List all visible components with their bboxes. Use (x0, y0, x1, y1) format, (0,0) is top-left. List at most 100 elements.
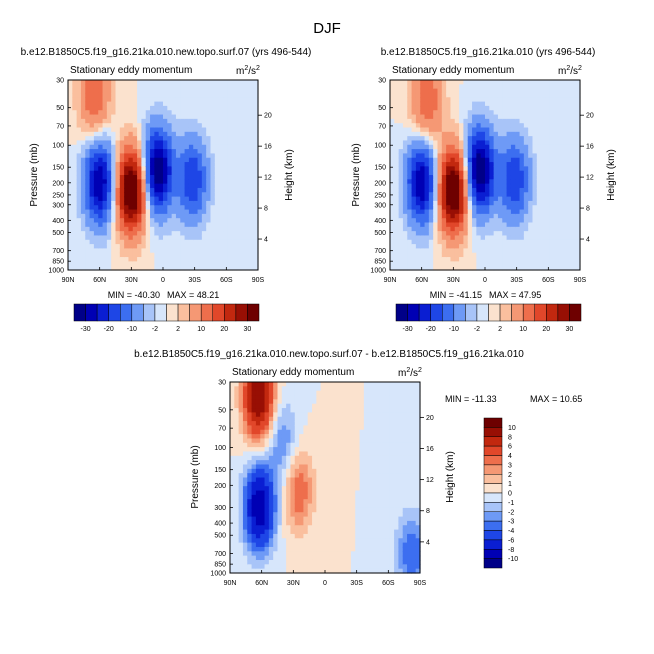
field-cell (536, 205, 542, 211)
field-cell (489, 187, 495, 193)
field-cell (111, 170, 117, 176)
field-cell (450, 105, 456, 111)
field-cell (227, 153, 233, 159)
field-cell (171, 205, 177, 211)
field-cell (111, 183, 117, 189)
field-cell (433, 114, 439, 120)
field-cell (253, 162, 259, 167)
field-cell (480, 92, 486, 98)
field-cell (506, 136, 512, 142)
field-cell (273, 438, 279, 444)
field-cell (214, 127, 220, 133)
field-cell (184, 114, 190, 120)
field-cell (268, 494, 274, 500)
field-cell (467, 105, 473, 111)
field-cell (98, 88, 104, 94)
field-cell (106, 149, 112, 155)
field-cell (536, 80, 542, 85)
field-cell (454, 140, 460, 146)
field-cell (459, 84, 465, 90)
field-cell (459, 149, 465, 155)
field-cell (273, 551, 279, 557)
field-cell (575, 261, 581, 267)
field-cell (193, 192, 199, 198)
field-cell (467, 101, 473, 107)
field-cell (188, 265, 194, 271)
field-cell (433, 153, 439, 159)
field-cell (286, 447, 292, 453)
field-cell (398, 200, 404, 206)
pressure-tick-label: 70 (378, 123, 386, 130)
field-cell (312, 507, 317, 513)
field-cell (210, 97, 216, 103)
field-cell (158, 235, 164, 241)
field-cell (394, 84, 400, 90)
field-cell (277, 473, 283, 479)
field-cell (234, 447, 240, 453)
field-cell (253, 183, 259, 189)
field-cell (93, 157, 99, 163)
field-cell (150, 136, 155, 142)
field-cell (206, 105, 212, 111)
field-cell (316, 486, 322, 492)
field-cell (398, 114, 404, 120)
field-cell (238, 425, 244, 431)
field-cell (415, 222, 421, 228)
field-cell (137, 196, 143, 202)
field-cell (85, 170, 91, 176)
field-cell (197, 92, 203, 98)
field-cell (437, 187, 443, 193)
field-cell (180, 131, 186, 137)
field-cell (240, 170, 246, 176)
field-cell (197, 97, 203, 103)
plot-area-left: 3050701001502002503004005007008501000201… (48, 78, 271, 285)
field-cell (398, 261, 404, 267)
field-cell (154, 157, 160, 163)
field-cell (255, 408, 261, 413)
field-cell (214, 196, 220, 202)
field-cell (312, 538, 317, 544)
field-cell (424, 213, 430, 219)
field-cell (249, 144, 255, 150)
field-cell (230, 442, 235, 448)
field-cell (402, 192, 408, 198)
field-cell (463, 88, 469, 94)
field-cell (277, 412, 283, 418)
field-cell (493, 140, 499, 146)
field-cell (255, 512, 261, 518)
field-cell (420, 140, 426, 146)
field-cell (106, 127, 112, 133)
field-cell (450, 183, 456, 189)
field-cell (175, 157, 181, 163)
field-cell (245, 179, 250, 185)
field-cell (180, 140, 186, 146)
field-cell (549, 179, 555, 185)
field-cell (407, 84, 413, 90)
field-cell (253, 179, 259, 185)
field-cell (184, 261, 190, 267)
field-cell (93, 97, 99, 103)
field-cell (193, 140, 199, 146)
field-cell (163, 84, 168, 90)
field-cell (320, 477, 326, 483)
field-cell (437, 200, 443, 206)
field-cell (502, 131, 508, 137)
field-cell (549, 252, 555, 258)
field-cell (497, 144, 503, 150)
field-cell (141, 265, 147, 271)
field-cell (249, 239, 255, 245)
field-cell (281, 464, 287, 470)
field-cell (80, 162, 86, 167)
field-cell (141, 149, 147, 155)
field-cell (420, 265, 426, 271)
field-cell (541, 200, 547, 206)
field-cell (245, 97, 250, 103)
field-cell (459, 97, 465, 103)
field-cell (72, 144, 78, 150)
field-cell (506, 153, 512, 159)
field-cell (242, 395, 248, 400)
field-cell (407, 88, 413, 94)
field-cell (480, 196, 486, 202)
field-cell (294, 533, 300, 539)
field-cell (111, 123, 117, 129)
